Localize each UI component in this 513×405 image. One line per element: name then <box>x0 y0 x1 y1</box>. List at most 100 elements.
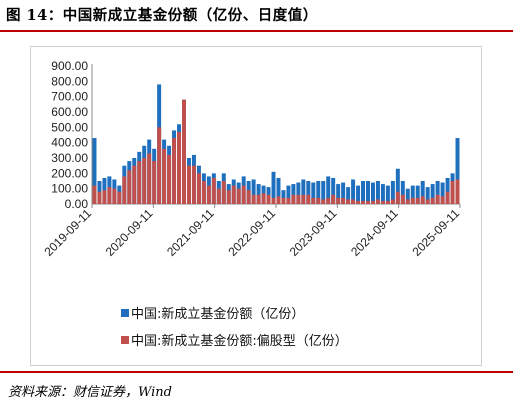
bar-total <box>361 181 366 204</box>
bar-total <box>326 176 331 204</box>
bar-equity <box>211 177 216 204</box>
bar-equity <box>152 161 157 204</box>
legend-swatch <box>121 336 129 344</box>
bar-total <box>271 171 276 204</box>
bar-total <box>430 184 435 204</box>
bar-equity <box>380 200 385 204</box>
bar-total <box>256 184 261 204</box>
bar-equity <box>316 197 321 204</box>
y-tick-label: 100.00 <box>51 182 88 196</box>
bar-equity <box>251 194 256 204</box>
legend-label: 中国:新成立基金份额（亿份） <box>131 306 304 322</box>
bar-total <box>296 182 301 204</box>
bar-equity <box>112 188 117 204</box>
bar-total <box>445 177 450 204</box>
bar-equity <box>231 185 236 204</box>
bar-equity <box>122 176 127 204</box>
bar-total <box>281 190 286 204</box>
bar-total <box>415 185 420 204</box>
bar-equity <box>241 185 246 204</box>
bar-equity <box>351 199 356 204</box>
bar-equity <box>196 173 201 204</box>
bar-total <box>316 181 321 204</box>
bar-equity <box>370 200 375 204</box>
bar-total <box>375 181 380 204</box>
bar-total <box>370 182 375 204</box>
bar-equity <box>226 190 231 204</box>
bar-equity <box>375 199 380 204</box>
bar-equity <box>177 131 182 204</box>
bar-equity <box>271 197 276 204</box>
bar-total <box>251 179 256 204</box>
bar-equity <box>286 197 291 204</box>
bar-equity <box>291 194 296 204</box>
bar-equity <box>331 194 336 204</box>
bar-total <box>395 168 400 204</box>
bar-total <box>410 185 415 204</box>
bar-equity <box>221 181 226 204</box>
bottom-rule <box>0 371 513 373</box>
bar-equity <box>306 194 311 204</box>
bar-equity <box>336 197 341 204</box>
bar-equity <box>201 181 206 204</box>
bar-equity <box>415 197 420 204</box>
bar-equity <box>341 197 346 204</box>
bar-total <box>291 184 296 204</box>
y-tick-label: 0.00 <box>65 197 89 211</box>
bar-total <box>356 185 361 204</box>
bar-equity <box>142 158 147 204</box>
bar-equity <box>361 200 366 204</box>
bar-total <box>385 185 390 204</box>
bar-total <box>366 181 370 204</box>
bar-equity <box>92 185 97 204</box>
legend-swatch <box>121 309 129 317</box>
bar-total <box>351 179 356 204</box>
bar-total <box>286 185 291 204</box>
x-tick-label: 2023-09-11 <box>287 206 340 259</box>
y-tick-label: 800.00 <box>51 74 88 88</box>
bar-equity <box>162 148 167 204</box>
x-tick-label: 2025-09-11 <box>409 206 462 259</box>
title-bar: 图 14：中国新成立基金份额（亿份、日度值） <box>0 0 513 30</box>
bar-total <box>306 181 311 204</box>
bar-total <box>321 181 326 204</box>
bar-equity <box>107 187 112 204</box>
y-tick-label: 200.00 <box>51 166 88 180</box>
x-tick-label: 2019-09-11 <box>41 206 94 259</box>
y-tick-label: 900.00 <box>51 59 88 73</box>
bar-equity <box>346 199 351 204</box>
y-tick-label: 700.00 <box>51 90 88 104</box>
bar-total <box>331 177 336 204</box>
bar-total <box>420 181 425 204</box>
bar-equity <box>385 200 390 204</box>
source-note: 资料来源：财信证券，Wind <box>8 385 172 400</box>
bar-equity <box>172 138 177 204</box>
bar-total <box>276 177 281 204</box>
bar-equity <box>167 154 172 204</box>
bar-total <box>425 187 430 204</box>
bar-equity <box>445 191 450 204</box>
bar-equity <box>117 191 122 204</box>
bar-equity <box>326 197 331 204</box>
bar-equity <box>425 199 430 204</box>
legend-label: 中国:新成立基金份额:偏股型（亿份） <box>131 333 348 349</box>
bar-equity <box>296 194 301 204</box>
bar-equity <box>301 194 306 204</box>
bar-equity <box>182 99 186 204</box>
chart-frame <box>30 46 482 366</box>
bar-total <box>400 181 405 204</box>
bar-equity <box>97 191 102 204</box>
bar-equity <box>405 199 410 204</box>
bar-total <box>455 138 460 204</box>
bar-equity <box>430 197 435 204</box>
bar-total <box>405 188 410 204</box>
bar-equity <box>102 190 107 204</box>
bar-equity <box>410 197 415 204</box>
x-tick-label: 2020-09-11 <box>103 206 156 259</box>
bar-equity <box>435 194 440 204</box>
bar-equity <box>395 191 400 204</box>
bar-equity <box>132 165 137 204</box>
bar-equity <box>455 179 460 204</box>
bar-equity <box>311 197 316 204</box>
bar-equity <box>236 188 241 204</box>
